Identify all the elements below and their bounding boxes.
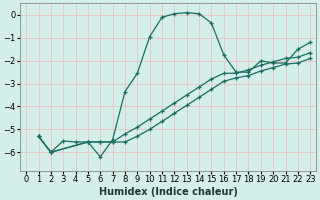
X-axis label: Humidex (Indice chaleur): Humidex (Indice chaleur) [99,187,238,197]
